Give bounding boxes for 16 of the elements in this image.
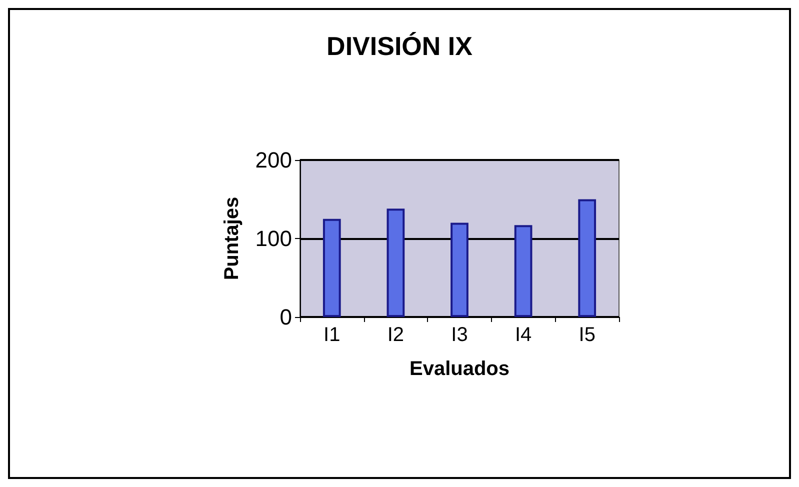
chart-title: DIVISIÓN IX [326, 31, 474, 61]
y-tick-label: 100 [255, 226, 292, 251]
bar [450, 222, 468, 317]
x-axis-title: Evaluados [409, 358, 510, 380]
x-tick-label: I1 [324, 324, 340, 346]
y-tick-label: 0 [280, 304, 292, 330]
bar [578, 199, 596, 317]
y-tick-label: 200 [255, 148, 292, 172]
bar [386, 208, 405, 317]
y-axis-title: Puntajes [221, 196, 243, 280]
bar [322, 218, 341, 317]
x-tick-label: I2 [387, 324, 404, 346]
bar [514, 225, 532, 317]
x-tick-label: I4 [514, 324, 532, 346]
x-tick-label: I3 [451, 324, 468, 346]
x-tick-label: I5 [578, 324, 596, 346]
